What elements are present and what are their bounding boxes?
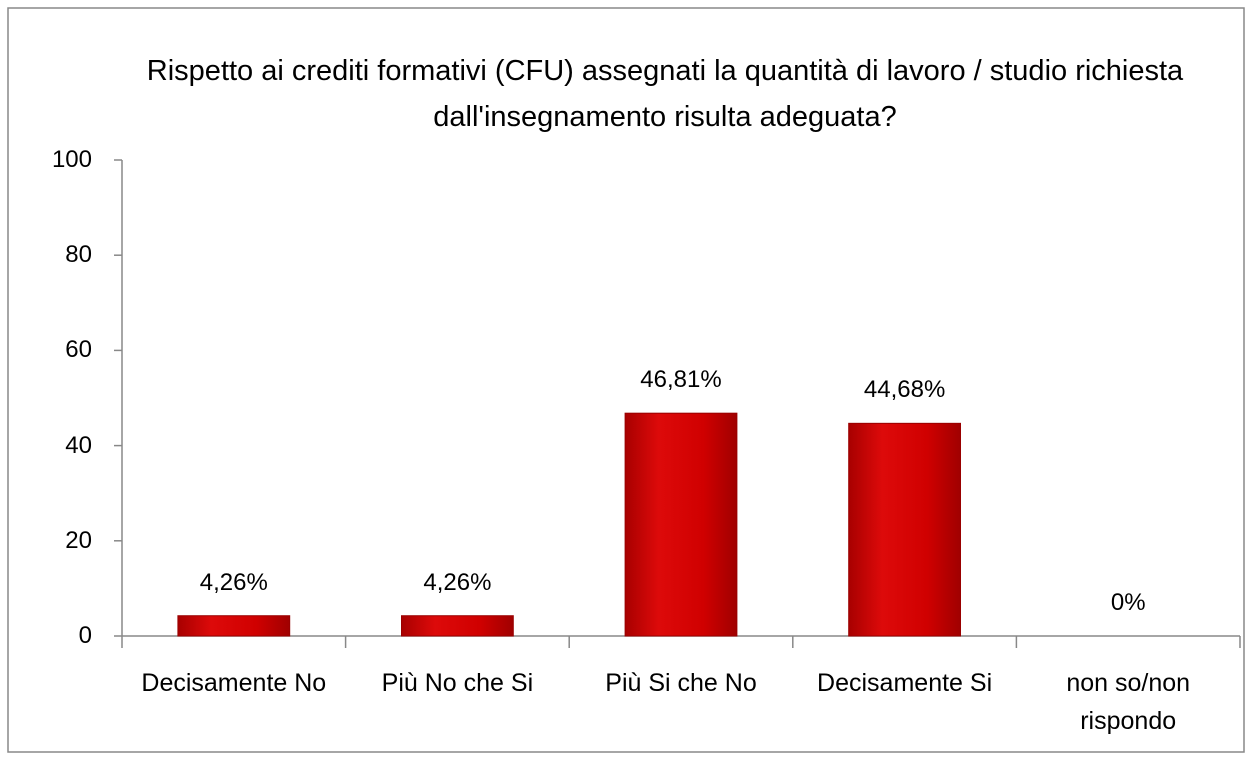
bar bbox=[401, 615, 514, 637]
data-label: 4,26% bbox=[423, 568, 492, 596]
y-tick-label: 60 bbox=[65, 336, 92, 364]
y-tick-label: 100 bbox=[51, 146, 92, 173]
data-label: 46,81% bbox=[640, 366, 722, 394]
bar bbox=[848, 422, 962, 637]
x-tick-label: Più No che Si bbox=[381, 669, 534, 697]
y-tick-label: 0 bbox=[78, 622, 92, 649]
data-label: 0% bbox=[1110, 589, 1146, 616]
x-tick-label: non so/non rispondo bbox=[1066, 669, 1191, 735]
x-tick-label: Decisamente Si bbox=[817, 669, 993, 697]
chart-title: Rispetto ai crediti formativi (CFU) asse… bbox=[146, 55, 1184, 133]
bar bbox=[624, 412, 738, 637]
chart-border bbox=[7, 7, 1245, 753]
data-label: 4,26% bbox=[199, 568, 268, 596]
x-tick-label: Decisamente No bbox=[141, 669, 327, 697]
bar bbox=[177, 615, 291, 637]
y-tick-label: 20 bbox=[65, 526, 92, 554]
y-tick-label: 40 bbox=[65, 431, 92, 459]
x-tick-label: Più Si che No bbox=[605, 669, 757, 697]
y-tick-label: 80 bbox=[65, 241, 92, 269]
data-label: 44,68% bbox=[863, 376, 946, 404]
